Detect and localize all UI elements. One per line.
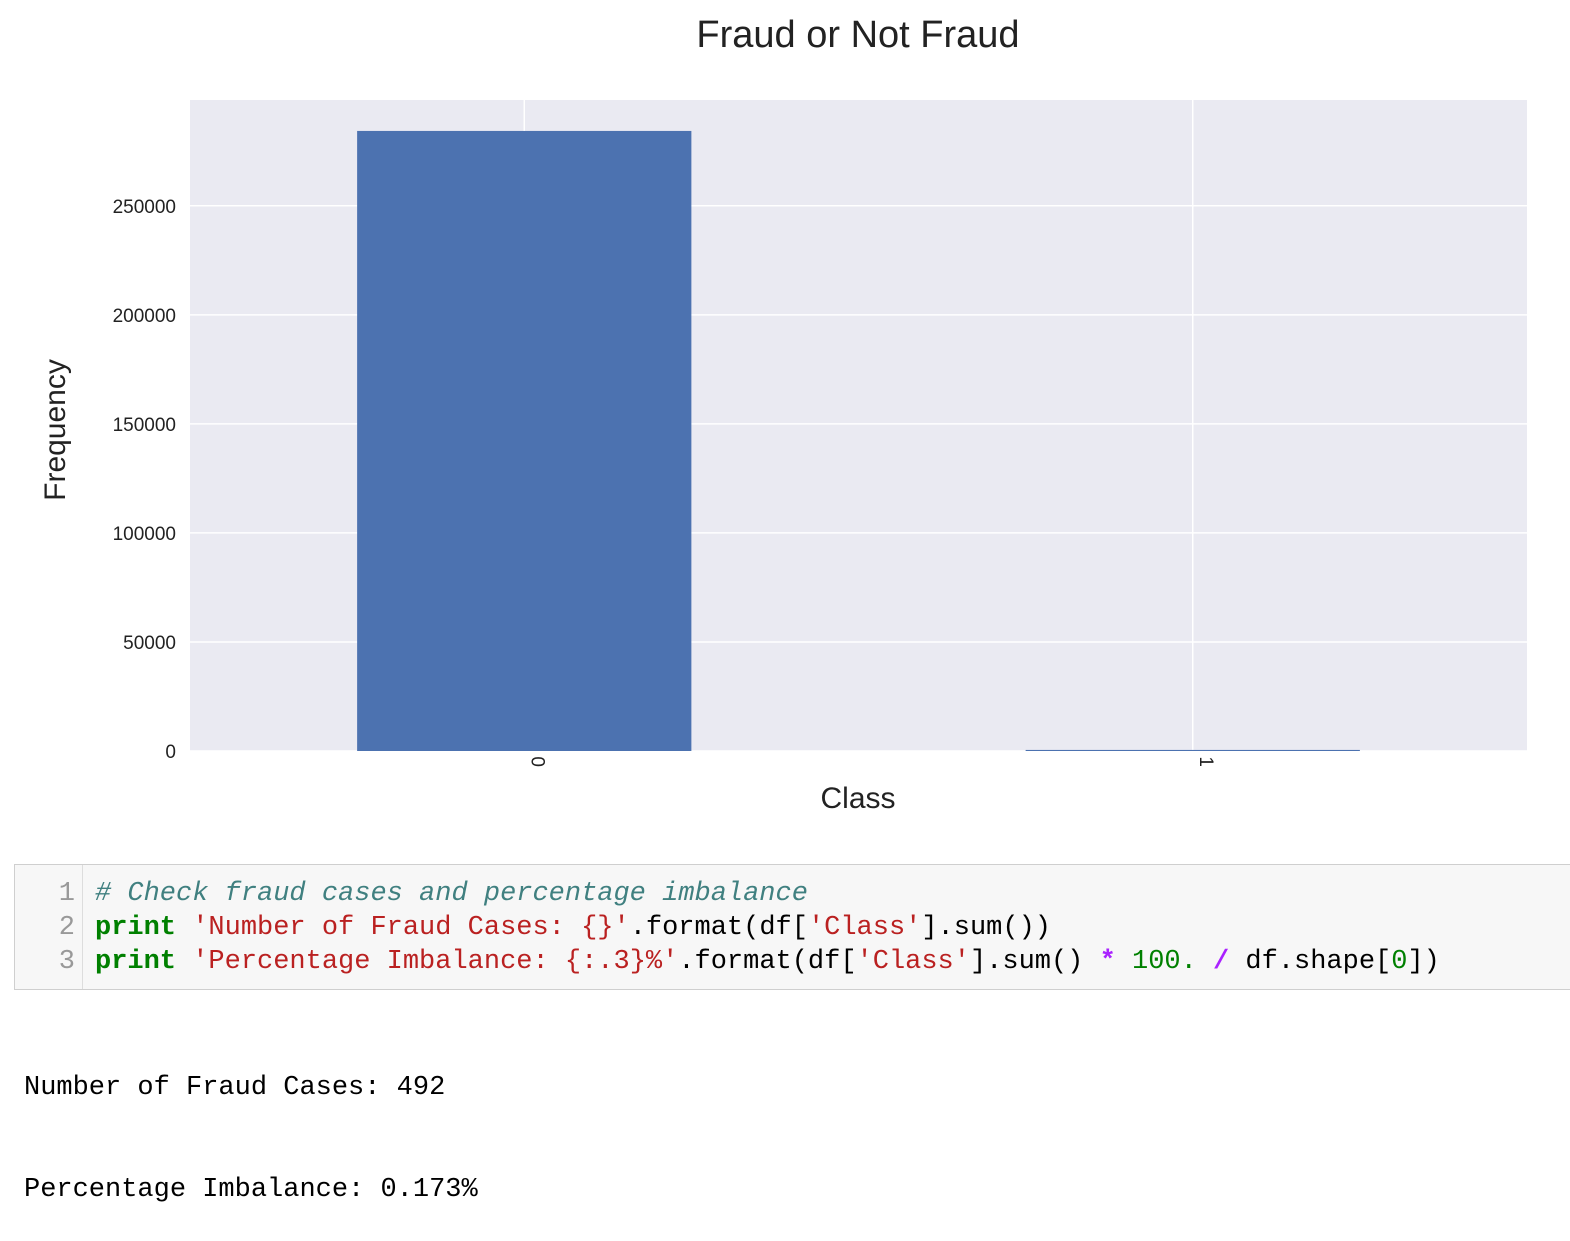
code-text[interactable]: print 'Percentage Imbalance: {:.3}%'.for… [95,945,1440,979]
code-token-string: 'Class' [856,947,970,977]
code-token-plain [176,913,192,943]
x-tick-label: 1 [1195,756,1216,767]
cell-output: Number of Fraud Cases: 492 Percentage Im… [24,1003,1544,1241]
y-tick-label: 200000 [113,306,176,327]
code-cell[interactable]: 1 # Check fraud cases and percentage imba… [14,864,1570,990]
y-axis-label: Frequency [39,359,72,501]
code-token-operator: / [1213,947,1230,977]
bar-class-1 [1025,749,1360,751]
code-token-plain: df.shape[ [1229,947,1392,977]
x-axis-label: Class [820,782,895,815]
line-number: 1 [58,879,75,909]
y-tick-label: 150000 [113,415,176,436]
line-number-gutter [15,865,83,989]
code-text[interactable]: print 'Number of Fraud Cases: {}'.format… [95,911,1051,945]
code-token-keyword: print [95,913,177,943]
code-token-string: 'Class' [807,913,922,943]
output-fraud-count: Number of Fraud Cases: 492 [24,1073,446,1103]
bar-class-0 [357,130,692,751]
code-token-string: 'Percentage Imbalance: {:.3}%' [192,947,679,977]
x-tick-label: 0 [526,756,547,767]
code-token-operator: * [1099,947,1116,977]
code-token-plain: ]) [1407,947,1440,977]
code-text[interactable]: # Check fraud cases and percentage imbal… [95,877,808,911]
code-token-plain: .format(df[ [629,913,808,943]
code-line-3[interactable]: 3 print 'Percentage Imbalance: {:.3}%'.fo… [15,945,1555,979]
bars [357,130,1360,751]
code-token-string: 'Number of Fraud Cases: {}' [192,913,630,943]
code-token-keyword: print [95,947,177,977]
code-token-comment: # Check fraud cases and percentage imbal… [95,879,808,909]
code-token-plain [1116,947,1132,977]
y-tick-label: 0 [165,742,176,763]
code-line-2[interactable]: 2 print 'Number of Fraud Cases: {}'.forma… [15,911,1555,945]
code-line-1[interactable]: 1 # Check fraud cases and percentage imba… [15,877,1555,911]
code-token-number: 100. [1132,947,1197,977]
line-number: 3 [58,947,75,977]
code-token-plain: ].sum() [969,947,1100,977]
code-token-plain [1197,947,1213,977]
code-token-plain: ].sum()) [921,913,1051,943]
code-token-plain: .format(df[ [678,947,857,977]
y-tick-label: 50000 [123,633,176,654]
line-number: 2 [58,913,75,943]
y-tick-labels: 0 50000 100000 150000 200000 250000 [113,197,176,763]
y-tick-label: 100000 [113,524,176,545]
code-token-number: 0 [1391,947,1408,977]
chart-title: Fraud or Not Fraud [696,14,1019,56]
y-tick-label: 250000 [113,197,176,218]
code-token-plain [176,947,192,977]
output-percentage-imbalance: Percentage Imbalance: 0.173% [24,1175,478,1205]
